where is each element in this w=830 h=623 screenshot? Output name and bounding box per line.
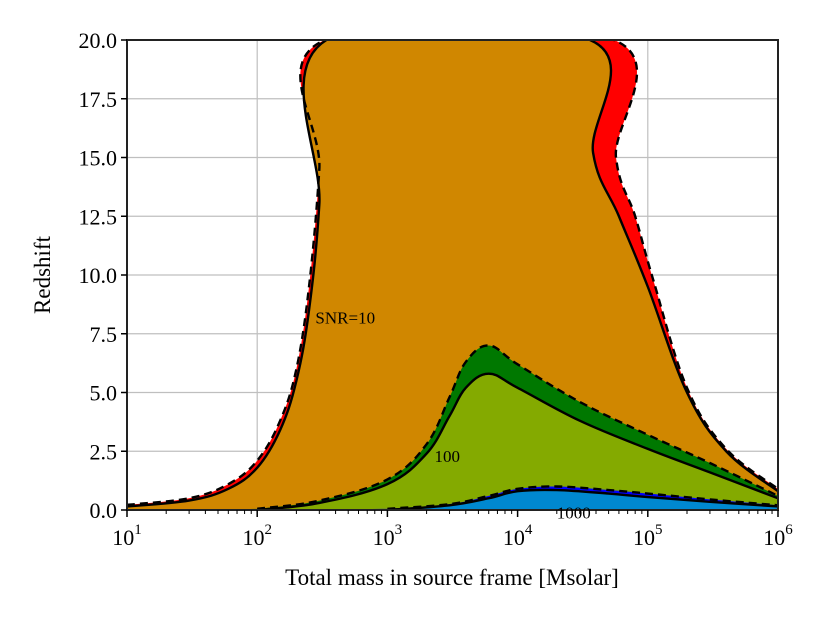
x-tick-label: 101 [112, 522, 142, 550]
plot-area [126, 39, 779, 511]
x-tick-label: 104 [503, 522, 533, 550]
snr-contour-lines [127, 40, 778, 510]
y-tick-label: 10.0 [79, 263, 118, 288]
x-tick-label: 103 [373, 522, 403, 550]
y-axis-label: Redshift [30, 235, 55, 314]
y-tick-label: 5.0 [90, 381, 118, 406]
contour-label: SNR=10 [315, 308, 375, 327]
contour-label: 100 [434, 447, 460, 466]
y-tick-label: 20.0 [79, 28, 118, 53]
y-axis-ticks: 0.0 2.5 5.0 7.5 10.0 12.5 15.0 17.5 20.0 [79, 28, 127, 523]
contour-line [387, 488, 778, 510]
snr1000-region [387, 489, 778, 510]
x-tick-label: 102 [242, 522, 272, 550]
contour-line [387, 485, 778, 510]
x-axis-label: Total mass in source frame [Msolar] [285, 565, 619, 590]
contour-line [257, 344, 778, 510]
y-tick-label: 12.5 [79, 204, 118, 229]
y-tick-label: 17.5 [79, 87, 118, 112]
contour-line [257, 372, 778, 510]
snr100-region [257, 373, 778, 510]
y-tick-label: 0.0 [90, 498, 118, 523]
y-tick-label: 15.0 [79, 146, 118, 171]
contour-line [127, 40, 778, 508]
x-axis-ticks: 101 102 103 104 105 106 [112, 510, 793, 550]
contour-labels: SNR=10 100 1000 [315, 308, 590, 522]
contour-label: 1000 [557, 503, 591, 522]
x-tick-label: 105 [633, 522, 663, 550]
y-tick-label: 2.5 [90, 439, 118, 464]
snr10-region [127, 40, 778, 510]
x-tick-label: 106 [763, 522, 793, 550]
y-tick-label: 7.5 [90, 322, 118, 347]
